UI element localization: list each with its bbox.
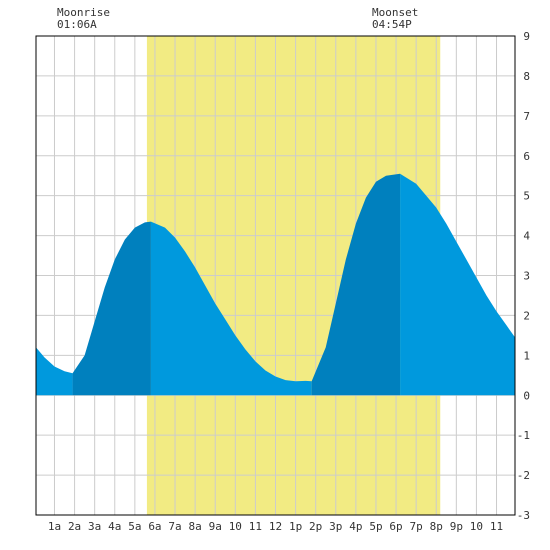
x-tick-label: 4p <box>349 520 362 533</box>
x-tick-label: 1p <box>289 520 302 533</box>
x-tick-label: 3a <box>88 520 101 533</box>
x-tick-label: 1a <box>48 520 61 533</box>
x-tick-label: 6p <box>389 520 402 533</box>
x-tick-label: 9p <box>450 520 463 533</box>
tide-area-falling <box>150 221 312 396</box>
y-tick-label: 5 <box>523 190 530 203</box>
moonrise-time: 01:06A <box>57 18 97 31</box>
y-tick-label: 0 <box>523 389 530 402</box>
y-tick-label: 1 <box>523 349 530 362</box>
y-tick-label: 3 <box>523 270 530 283</box>
tide-area-falling <box>36 347 73 396</box>
x-tick-label: 9a <box>209 520 222 533</box>
x-tick-label: 3p <box>329 520 342 533</box>
y-tick-label: 9 <box>523 30 530 43</box>
x-tick-label: 5p <box>369 520 382 533</box>
moonset-label: Moonset <box>372 6 419 19</box>
tide-area-rising <box>311 173 401 396</box>
x-tick-label: 12 <box>269 520 282 533</box>
x-tick-label: 10 <box>470 520 483 533</box>
moonrise-label: Moonrise <box>57 6 110 19</box>
x-tick-label: 8p <box>430 520 443 533</box>
x-tick-label: 4a <box>108 520 121 533</box>
tide-area-rising <box>72 221 151 396</box>
x-tick-label: 7a <box>168 520 181 533</box>
x-tick-label: 10 <box>229 520 242 533</box>
y-tick-label: 4 <box>523 230 530 243</box>
plot-frame <box>35 35 516 516</box>
x-tick-label: 2a <box>68 520 81 533</box>
y-tick-label: -1 <box>517 429 530 442</box>
moonset-time: 04:54P <box>372 18 412 31</box>
tide-area-falling <box>400 173 515 396</box>
x-tick-label: 8a <box>189 520 202 533</box>
x-tick-label: 11 <box>490 520 503 533</box>
y-tick-label: 8 <box>523 70 530 83</box>
x-tick-label: 5a <box>128 520 141 533</box>
x-tick-label: 7p <box>410 520 423 533</box>
y-tick-label: 2 <box>523 309 530 322</box>
y-tick-label: -2 <box>517 469 530 482</box>
x-tick-label: 6a <box>148 520 161 533</box>
y-tick-label: -3 <box>517 509 530 522</box>
y-tick-label: 6 <box>523 150 530 163</box>
x-tick-label: 11 <box>249 520 262 533</box>
y-tick-label: 7 <box>523 110 530 123</box>
x-tick-label: 2p <box>309 520 322 533</box>
